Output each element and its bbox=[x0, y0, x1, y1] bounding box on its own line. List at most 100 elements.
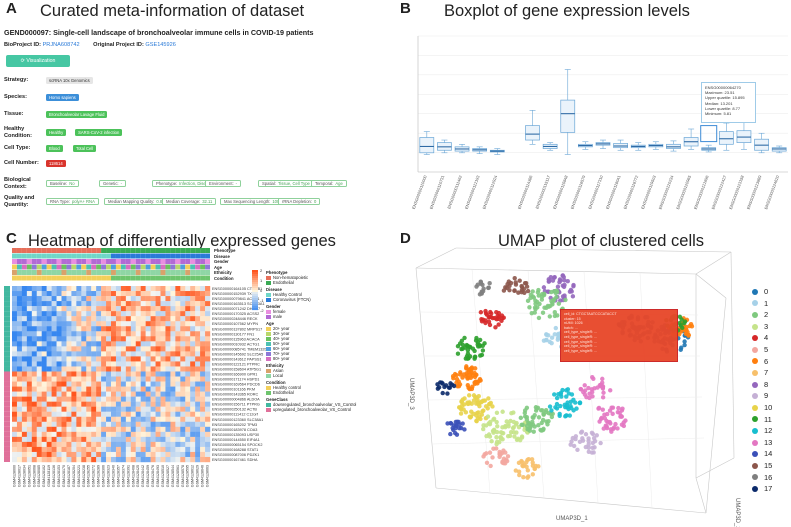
meta-chip[interactable]: SARS-CoV-2 infection bbox=[75, 129, 123, 136]
cluster-legend-item[interactable]: 6 bbox=[752, 356, 772, 368]
annotation-cell bbox=[106, 248, 111, 253]
meta-chip[interactable]: Genetic: - bbox=[99, 180, 127, 187]
heatmap-cell bbox=[101, 336, 107, 342]
annotation-cell bbox=[150, 253, 156, 259]
heatmap-cell bbox=[51, 291, 57, 297]
meta-chip[interactable]: Baseline: No bbox=[46, 180, 79, 187]
annotation-cell bbox=[175, 253, 181, 259]
meta-chip[interactable]: Spatial: Tissue, Cell Type bbox=[258, 180, 314, 187]
heatmap-cell bbox=[21, 346, 28, 352]
heatmap-cell bbox=[140, 316, 146, 322]
heatmap-cell bbox=[135, 456, 141, 463]
meta-chip[interactable]: Bronchoalveolar Lavage Fluid bbox=[46, 111, 108, 118]
annotation-cell bbox=[190, 248, 196, 253]
meta-chip[interactable]: Homo sapiens bbox=[46, 94, 79, 101]
annotation-cell bbox=[101, 275, 107, 281]
meta-chip[interactable]: Max Sequencing Length: 100 bbox=[220, 198, 284, 205]
heatmap-cell bbox=[115, 441, 122, 448]
heatmap-cell bbox=[36, 406, 42, 412]
heatmap-cell bbox=[106, 456, 112, 463]
cell-point bbox=[458, 372, 463, 377]
heatmap-cell bbox=[200, 331, 206, 337]
cluster-legend-item[interactable]: 2 bbox=[752, 309, 772, 321]
heatmap-cell bbox=[195, 421, 201, 427]
meta-chip[interactable]: Blood bbox=[46, 145, 63, 152]
cluster-legend-item[interactable]: 4 bbox=[752, 332, 772, 344]
bioproject-link[interactable]: PRJNA608742 bbox=[42, 42, 80, 48]
heatmap-cell bbox=[12, 296, 18, 302]
heatmap-cell bbox=[12, 331, 18, 337]
annotation-cell bbox=[185, 275, 191, 281]
heatmap-cell bbox=[155, 336, 161, 342]
meta-chip[interactable]: Median Coverage: 32.11 bbox=[162, 198, 217, 205]
heatmap-cell bbox=[145, 316, 151, 322]
cell-point bbox=[564, 413, 569, 418]
heatmap-cell bbox=[155, 376, 161, 382]
cluster-legend-item[interactable]: 16 bbox=[752, 472, 772, 484]
meta-chip[interactable]: Temporal: Age bbox=[311, 180, 347, 187]
cluster-legend-item[interactable]: 0 bbox=[752, 286, 772, 298]
visualization-button[interactable]: ⟳ Visualization bbox=[6, 55, 70, 67]
heatmap-cell bbox=[170, 401, 176, 407]
legend-item: 50+ year bbox=[266, 341, 386, 346]
heatmap-cell bbox=[86, 441, 92, 448]
cell-point bbox=[575, 447, 580, 453]
meta-chip[interactable]: Median Mapping Quality: 0.89 bbox=[104, 198, 169, 205]
x-tick-label: ENSG00000116579 bbox=[569, 174, 586, 210]
annotation-cell bbox=[205, 270, 210, 275]
heatmap-cell bbox=[155, 446, 161, 453]
cluster-dot-icon bbox=[752, 485, 758, 492]
heatmap-cell bbox=[145, 426, 151, 433]
meta-chip[interactable]: 118614 bbox=[46, 160, 66, 167]
annotation-track-label: Phenotype bbox=[214, 248, 236, 253]
meta-chip[interactable]: Environment: - bbox=[205, 180, 242, 187]
cluster-legend-item[interactable]: 9 bbox=[752, 390, 772, 402]
cell-point bbox=[461, 407, 466, 412]
annotation-cell bbox=[115, 275, 121, 281]
cluster-legend-item[interactable]: 11 bbox=[752, 414, 772, 426]
cluster-legend-item[interactable]: 7 bbox=[752, 367, 772, 379]
orig-project-label: Original Project ID: bbox=[93, 42, 144, 48]
meta-chip[interactable]: Healthy bbox=[46, 129, 67, 136]
cluster-legend-item[interactable]: 12 bbox=[752, 425, 772, 437]
orig-project-link[interactable]: GSE145926 bbox=[145, 42, 176, 48]
meta-chip[interactable]: Total Cell bbox=[73, 145, 97, 152]
heatmap-cell bbox=[51, 386, 57, 392]
cluster-legend-item[interactable]: 5 bbox=[752, 344, 772, 356]
cluster-legend-item[interactable]: 3 bbox=[752, 321, 772, 333]
cluster-legend-item[interactable]: 8 bbox=[752, 379, 772, 391]
heatmap-cell bbox=[86, 346, 92, 352]
heatmap-cell bbox=[125, 431, 131, 438]
geneclass-cell bbox=[4, 316, 10, 322]
cluster-legend-item[interactable]: 15 bbox=[752, 460, 772, 472]
heatmap-cell bbox=[76, 416, 82, 422]
heatmap-cell bbox=[71, 376, 77, 382]
meta-chip[interactable]: scRNA 10x Genomics bbox=[46, 77, 93, 84]
meta-chip[interactable]: rRNA Depletion: 0 bbox=[278, 198, 321, 205]
meta-chip[interactable]: RNA Type: polyA+ RNA bbox=[46, 198, 99, 205]
umap-tooltip: cell_id: CTGCTAATCCCATACCT cluster: 15 nUM… bbox=[560, 309, 678, 362]
heatmap-cell bbox=[111, 331, 117, 337]
cell-point bbox=[604, 425, 610, 431]
annotation-cell bbox=[175, 259, 181, 264]
cluster-legend-item[interactable]: 14 bbox=[752, 448, 772, 460]
heatmap-cell bbox=[135, 351, 141, 357]
cell-point bbox=[583, 432, 589, 437]
heatmap-cell bbox=[190, 396, 196, 402]
heatmap-cell bbox=[106, 406, 112, 412]
cluster-legend-item[interactable]: 17 bbox=[752, 483, 772, 495]
heatmap-cell bbox=[160, 306, 166, 312]
heatmap-cell bbox=[120, 336, 127, 342]
cell-point bbox=[484, 451, 489, 456]
heatmap-cell bbox=[91, 421, 97, 427]
cluster-legend-item[interactable]: 10 bbox=[752, 402, 772, 414]
cluster-legend-item[interactable]: 13 bbox=[752, 437, 772, 449]
heatmap-cell bbox=[165, 311, 171, 317]
cell-point bbox=[547, 404, 553, 409]
geneclass-cell bbox=[4, 451, 10, 457]
heatmap-cell bbox=[150, 326, 156, 332]
geneclass-cell bbox=[4, 401, 10, 407]
heatmap-cell bbox=[36, 451, 42, 458]
cluster-legend-item[interactable]: 1 bbox=[752, 298, 772, 310]
